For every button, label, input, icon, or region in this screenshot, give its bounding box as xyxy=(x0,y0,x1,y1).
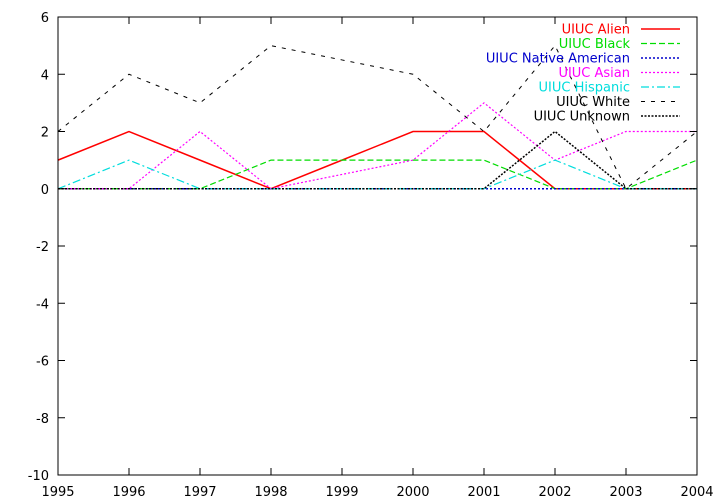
legend-label: UIUC Asian xyxy=(558,66,630,81)
series-line-3 xyxy=(58,102,697,190)
series-line-1 xyxy=(58,159,698,190)
x-tick-label: 2003 xyxy=(609,485,642,500)
legend-label: UIUC Black xyxy=(559,37,631,52)
legend-label: UIUC Alien xyxy=(562,23,630,38)
x-tick-label: 2001 xyxy=(467,485,500,500)
x-tick-label: 2002 xyxy=(538,485,571,500)
y-tick-label: 2 xyxy=(41,126,49,141)
legend-label: UIUC Unknown xyxy=(534,110,630,125)
y-tick-label: -10 xyxy=(28,469,49,484)
axis-ticks: 1995 1996 1997 1998 1999 2000 2001 2002 2003 2004… xyxy=(28,11,714,500)
y-tick-label: 6 xyxy=(41,11,49,26)
x-tick-label: 1996 xyxy=(112,485,145,500)
x-tick-label: 2000 xyxy=(396,485,429,500)
x-tick-label: 1999 xyxy=(325,485,358,500)
series-line-4 xyxy=(57,159,697,190)
x-tick-label: 2004 xyxy=(680,485,713,500)
legend-label: UIUC Native American xyxy=(486,52,630,67)
series-lines xyxy=(57,44,698,190)
legend-label: UIUC White xyxy=(556,95,630,110)
y-tick-label: 0 xyxy=(41,183,49,198)
legend-label: UIUC Hispanic xyxy=(539,81,630,96)
x-tick-label: 1997 xyxy=(183,485,216,500)
y-tick-label: -2 xyxy=(36,240,49,255)
x-tick-label: 1998 xyxy=(254,485,287,500)
y-tick-label: -4 xyxy=(36,297,49,312)
y-tick-label: 4 xyxy=(41,68,49,83)
series-line-6 xyxy=(58,130,697,190)
x-tick-label: 1995 xyxy=(41,485,74,500)
y-tick-label: -6 xyxy=(36,355,49,370)
y-tick-label: -8 xyxy=(36,412,49,427)
